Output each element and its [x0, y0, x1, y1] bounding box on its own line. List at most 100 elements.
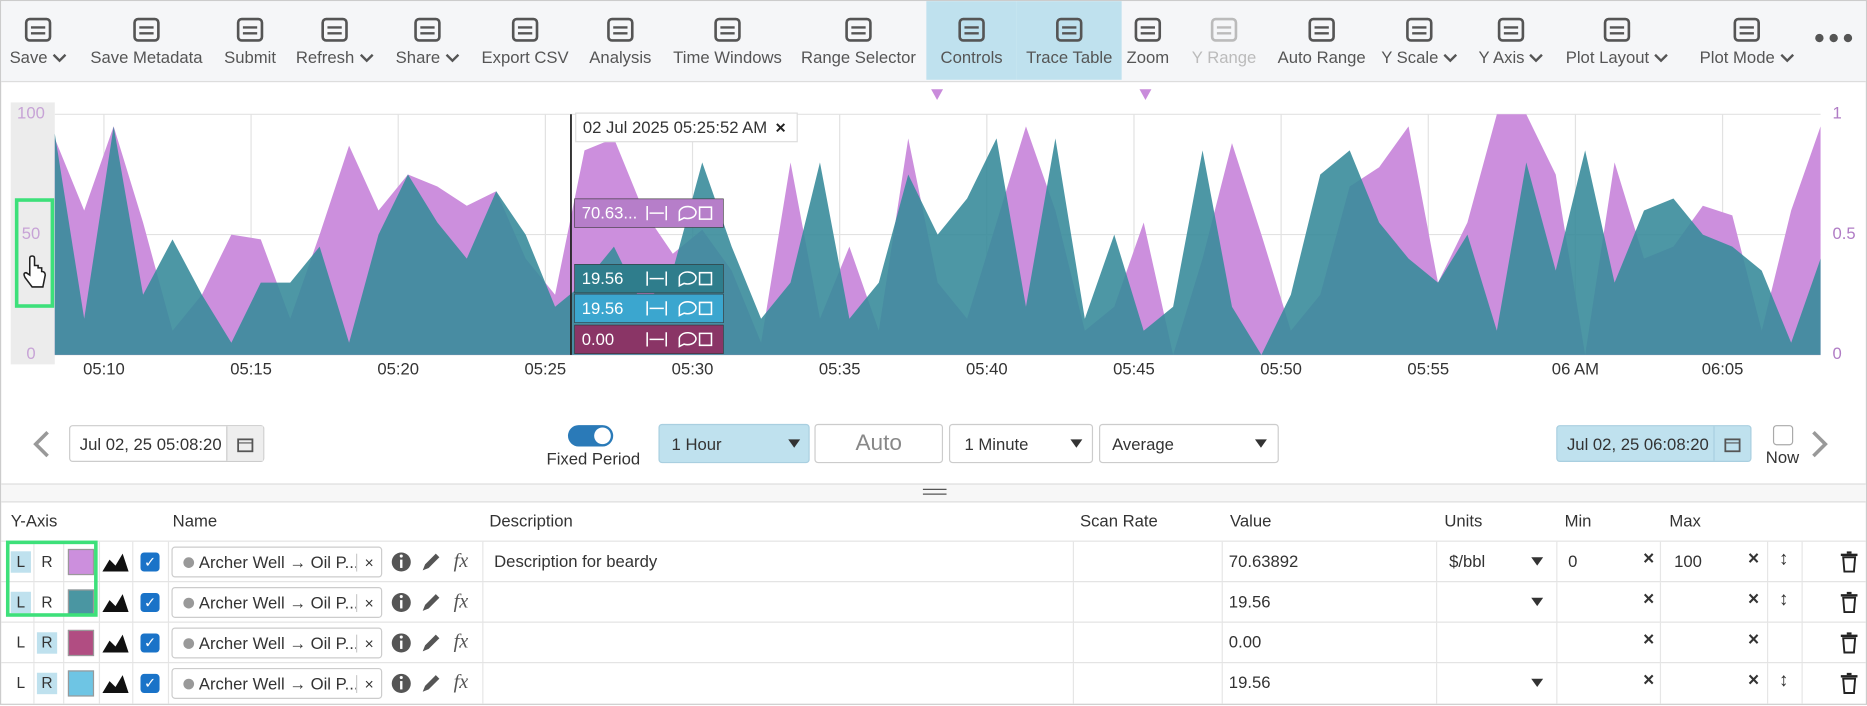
- value-icons: [646, 301, 713, 317]
- color-swatch[interactable]: [67, 670, 95, 697]
- clear-min[interactable]: ×: [1643, 629, 1655, 651]
- range-arrow[interactable]: ↕: [1778, 548, 1789, 570]
- visible-checkbox[interactable]: ✓: [140, 673, 160, 693]
- clear-min[interactable]: ×: [1643, 670, 1655, 691]
- name-field[interactable]: Archer Well → Oil P... ×: [171, 667, 383, 699]
- axis-toggle[interactable]: L: [10, 591, 31, 614]
- period-select[interactable]: 1 Hour: [658, 423, 810, 464]
- clear-min[interactable]: ×: [1643, 589, 1655, 610]
- prev-button[interactable]: [30, 429, 54, 460]
- clear-max[interactable]: ×: [1747, 548, 1760, 570]
- formula-icon[interactable]: fx: [453, 589, 469, 613]
- row-actions[interactable]: [389, 630, 475, 656]
- auto-field[interactable]: Auto: [814, 423, 944, 464]
- x-tick-label: 05:45: [1113, 360, 1155, 379]
- units-caret[interactable]: [1530, 678, 1544, 690]
- area-icon[interactable]: [101, 550, 130, 574]
- min[interactable]: 0: [1568, 551, 1578, 571]
- delete-button[interactable]: [1840, 551, 1859, 573]
- units-caret[interactable]: [1530, 597, 1544, 609]
- toolbar-button[interactable]: Y Axis: [1473, 1, 1549, 80]
- formula-icon[interactable]: fx: [453, 548, 469, 572]
- end-date[interactable]: Jul 02, 25 06:08:20: [1556, 425, 1752, 462]
- toolbar-button[interactable]: Export CSV: [479, 1, 572, 80]
- toolbar-button[interactable]: Range Selector: [798, 1, 919, 80]
- fixed-period-toggle[interactable]: [567, 423, 615, 449]
- visible-checkbox[interactable]: ✓: [140, 592, 160, 613]
- toolbar-button[interactable]: Time Windows: [668, 1, 787, 80]
- cell-border: [1659, 541, 1662, 583]
- name-field[interactable]: Archer Well → Oil P... ×: [171, 587, 383, 618]
- clear-min[interactable]: ×: [1643, 548, 1655, 570]
- toolbar-button[interactable]: Refresh: [293, 1, 376, 80]
- calendar-icon[interactable]: [226, 426, 264, 461]
- toolbar-button[interactable]: Zoom: [1116, 1, 1180, 80]
- toolbar-label: Y Scale: [1381, 47, 1439, 67]
- x-tick-label: 05:15: [230, 360, 272, 379]
- clear-name[interactable]: ×: [356, 593, 381, 612]
- x-tick-label: 05:20: [377, 360, 419, 379]
- units[interactable]: $/bbl: [1449, 551, 1486, 571]
- color-swatch[interactable]: [67, 589, 95, 616]
- axis-toggle[interactable]: L: [10, 551, 31, 573]
- toolbar-button[interactable]: Submit: [219, 1, 281, 80]
- area-icon[interactable]: [101, 591, 130, 615]
- aggregate-select[interactable]: Average: [1099, 423, 1279, 464]
- toolbar-button[interactable]: Plot Layout: [1560, 1, 1674, 80]
- area-icon[interactable]: [101, 672, 130, 696]
- toolbar-button[interactable]: Save: [6, 1, 70, 80]
- max[interactable]: 100: [1674, 551, 1702, 571]
- toolbar-button[interactable]: Controls: [926, 1, 1017, 80]
- name-field[interactable]: Archer Well → Oil P... ×: [171, 546, 383, 578]
- axis-toggle[interactable]: R: [36, 672, 58, 695]
- now-checkbox[interactable]: [1772, 425, 1794, 446]
- toolbar-button[interactable]: Analysis: [585, 1, 656, 80]
- toolbar-button[interactable]: Share: [393, 1, 462, 80]
- range-arrow[interactable]: ↕: [1778, 589, 1789, 610]
- axis-toggle[interactable]: L: [16, 673, 26, 692]
- visible-checkbox[interactable]: ✓: [140, 552, 160, 572]
- color-swatch[interactable]: [67, 548, 95, 576]
- interval-select[interactable]: 1 Minute: [948, 423, 1094, 464]
- delete-button[interactable]: [1840, 672, 1859, 694]
- x-tick-label: 05:30: [672, 360, 714, 379]
- formula-icon[interactable]: fx: [453, 670, 469, 693]
- clear-max[interactable]: ×: [1747, 629, 1760, 651]
- visible-checkbox[interactable]: ✓: [140, 633, 160, 653]
- clear-name[interactable]: ×: [356, 553, 381, 571]
- more-menu[interactable]: [1813, 30, 1853, 47]
- delete-button[interactable]: [1840, 591, 1859, 613]
- axis-toggle[interactable]: L: [16, 633, 26, 652]
- range-arrow[interactable]: ↕: [1778, 670, 1789, 691]
- value-icons: [646, 205, 713, 222]
- next-button[interactable]: [1807, 429, 1831, 460]
- color-swatch[interactable]: [67, 629, 95, 657]
- name-field[interactable]: Archer Well → Oil P... ×: [171, 627, 383, 659]
- start-date[interactable]: Jul 02, 25 05:08:20: [69, 425, 265, 462]
- clear-max[interactable]: ×: [1747, 589, 1760, 610]
- area-icon[interactable]: [101, 631, 130, 655]
- units-caret[interactable]: [1530, 556, 1544, 568]
- delete-button[interactable]: [1840, 632, 1859, 654]
- toolbar-button[interactable]: Auto Range: [1270, 1, 1372, 80]
- formula-icon[interactable]: fx: [453, 629, 469, 653]
- toolbar-button[interactable]: Y Scale: [1376, 1, 1462, 80]
- toolbar-button[interactable]: Save Metadata: [85, 1, 209, 80]
- axis-toggle[interactable]: R: [41, 552, 53, 571]
- clear-name[interactable]: ×: [356, 634, 381, 652]
- value: 19.56: [1228, 591, 1271, 611]
- dropdown-caret: [1654, 53, 1668, 63]
- row-actions[interactable]: [389, 670, 475, 696]
- toolbar-button[interactable]: Plot Mode: [1690, 1, 1804, 80]
- toolbar-button[interactable]: Trace Table: [1016, 1, 1122, 80]
- clear-name[interactable]: ×: [356, 674, 381, 693]
- row-actions[interactable]: [389, 549, 475, 575]
- axis-toggle[interactable]: R: [36, 632, 58, 654]
- cell-border: [1221, 622, 1223, 664]
- splitter[interactable]: [1, 483, 1866, 503]
- clear-max[interactable]: ×: [1747, 670, 1760, 691]
- axis-toggle[interactable]: R: [41, 592, 53, 611]
- calendar-icon[interactable]: [1713, 426, 1750, 461]
- cursor-close[interactable]: ×: [775, 117, 785, 137]
- row-actions[interactable]: [389, 589, 475, 615]
